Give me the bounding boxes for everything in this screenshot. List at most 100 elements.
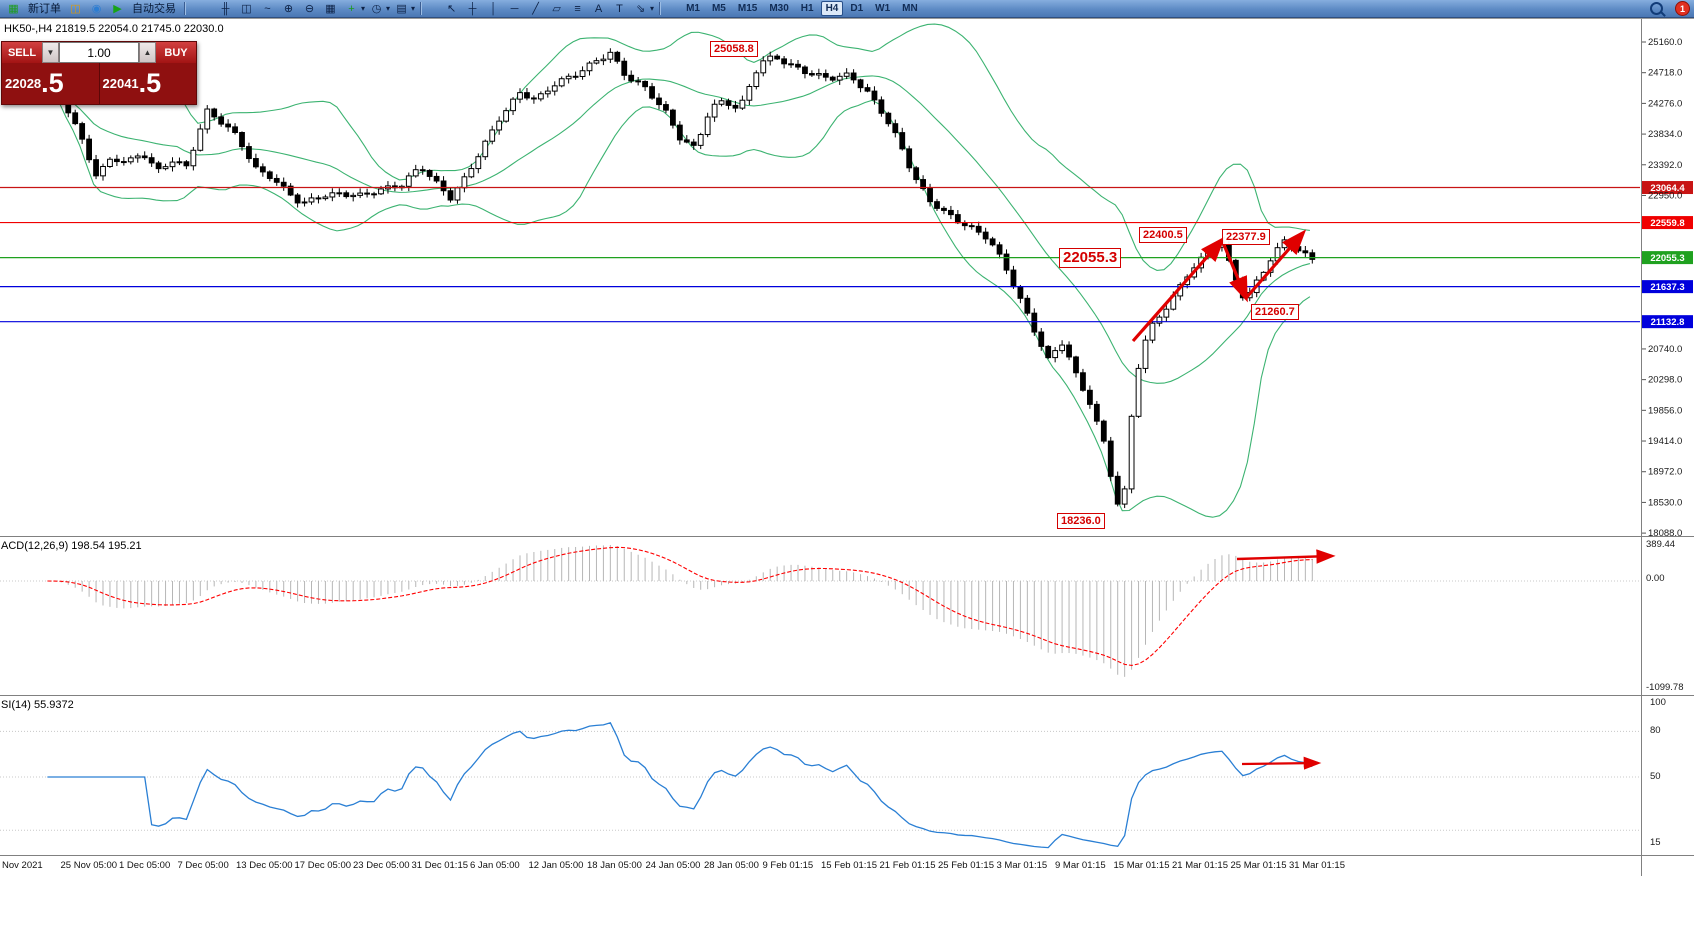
- fibonacci-icon[interactable]: ≡: [574, 2, 581, 15]
- sell-button[interactable]: SELL: [2, 42, 42, 63]
- price-level-badge: [1642, 251, 1693, 265]
- svg-text:23 Dec 05:00: 23 Dec 05:00: [353, 860, 410, 871]
- new-order-icon[interactable]: ▦: [8, 2, 19, 15]
- templates-icon-caret[interactable]: ▾: [411, 4, 416, 13]
- price-level-badge: [1642, 181, 1693, 195]
- market-watch-icon[interactable]: ◫: [70, 2, 81, 15]
- upper-band: [44, 23, 1310, 271]
- toolbar-group-draw: ↖ ┼ │ ─ ╱ ▱ ≡ A T ⇘ ▾: [442, 1, 654, 17]
- svg-text:15: 15: [1650, 837, 1661, 848]
- timeframe-m5[interactable]: M5: [711, 3, 726, 14]
- zoom-out-icon[interactable]: ⊖: [304, 2, 315, 15]
- price-annotation: 22400.5: [1139, 227, 1187, 243]
- price-level-badge: [1642, 280, 1693, 294]
- rsi-indicator-label: SI(14) 55.9372: [1, 699, 74, 711]
- svg-text:25 Nov 05:00: 25 Nov 05:00: [61, 860, 118, 871]
- sell-price-pips: .5: [41, 68, 64, 98]
- navigator-icon[interactable]: ◉: [91, 2, 102, 15]
- trend-arrow[interactable]: [1244, 229, 1307, 300]
- buy-button[interactable]: BUY: [156, 42, 196, 63]
- svg-text:18088.0: 18088.0: [1648, 528, 1682, 539]
- svg-text:9 Feb 01:15: 9 Feb 01:15: [763, 860, 814, 871]
- svg-text:21 Mar 01:15: 21 Mar 01:15: [1172, 860, 1228, 871]
- zoom-in-icon[interactable]: ⊕: [283, 2, 294, 15]
- timeframe-m30[interactable]: M30: [769, 3, 789, 14]
- periods-icon-caret[interactable]: ▾: [386, 4, 391, 13]
- arrows-icon[interactable]: ⇘: [635, 2, 646, 15]
- buy-price[interactable]: 22041.5: [100, 63, 197, 104]
- horizontal-line-icon[interactable]: ─: [510, 2, 519, 15]
- auto-trading-icon[interactable]: ▶: [113, 2, 122, 15]
- timeframe-m15[interactable]: M15: [737, 3, 758, 14]
- new-order-label[interactable]: 新订单: [28, 2, 61, 15]
- svg-text:25 Mar 01:15: 25 Mar 01:15: [1231, 860, 1287, 871]
- vertical-line-icon[interactable]: │: [490, 2, 497, 15]
- svg-text:24 Jan 05:00: 24 Jan 05:00: [646, 860, 701, 871]
- svg-text:100: 100: [1650, 697, 1666, 708]
- timeframe-m1[interactable]: M1: [686, 3, 700, 14]
- price-level-badge: [1642, 315, 1693, 329]
- auto-trading-label[interactable]: 自动交易: [132, 2, 176, 15]
- svg-text:20298.0: 20298.0: [1648, 375, 1682, 386]
- svg-text:31 Dec 01:15: 31 Dec 01:15: [412, 860, 469, 871]
- add-indicator-icon-caret[interactable]: ▾: [361, 4, 366, 13]
- label-icon[interactable]: T: [616, 2, 623, 15]
- svg-text:17 Dec 05:00: 17 Dec 05:00: [295, 860, 352, 871]
- price-annotation: 21260.7: [1251, 304, 1299, 320]
- bollinger-bands: [44, 23, 1311, 518]
- text-icon[interactable]: A: [594, 2, 603, 15]
- timeframe-d1[interactable]: D1: [850, 3, 864, 14]
- volume-input[interactable]: [59, 42, 139, 63]
- timeframe-w1[interactable]: W1: [875, 3, 891, 14]
- trend-arrow[interactable]: [1220, 239, 1248, 303]
- search-icon[interactable]: [1650, 2, 1663, 15]
- macd-arrow[interactable]: [1236, 549, 1336, 564]
- trend-arrow[interactable]: [1131, 236, 1226, 343]
- periods-icon[interactable]: ◷: [371, 2, 382, 15]
- timeframe-h1[interactable]: H1: [800, 3, 814, 14]
- volume-increase-button[interactable]: ▲: [139, 42, 156, 63]
- price-annotation: 22055.3: [1059, 248, 1122, 268]
- svg-text:15 Mar 01:15: 15 Mar 01:15: [1114, 860, 1170, 871]
- middle-band: [44, 75, 1311, 384]
- svg-text:22055.3: 22055.3: [1650, 253, 1684, 264]
- svg-text:25160.0: 25160.0: [1648, 37, 1682, 48]
- svg-text:20740.0: 20740.0: [1648, 344, 1682, 355]
- trade-panel-divider: [98, 63, 100, 104]
- svg-text:50: 50: [1650, 771, 1661, 782]
- svg-text:22559.8: 22559.8: [1650, 218, 1684, 229]
- channel-icon[interactable]: ▱: [552, 2, 561, 15]
- sell-price-main: 22028: [5, 76, 42, 91]
- svg-text:21637.3: 21637.3: [1650, 282, 1684, 293]
- sell-price[interactable]: 22028.5: [2, 63, 99, 104]
- svg-text:13 Dec 05:00: 13 Dec 05:00: [236, 860, 293, 871]
- templates-icon[interactable]: ▤: [396, 2, 407, 15]
- add-indicator-icon[interactable]: +: [348, 2, 355, 15]
- line-chart-icon[interactable]: ~: [264, 2, 271, 15]
- rsi-arrow[interactable]: [1241, 756, 1322, 770]
- ohlc-bars-icon[interactable]: ╫: [221, 2, 230, 15]
- svg-text:21 Feb 01:15: 21 Feb 01:15: [880, 860, 936, 871]
- arrows-icon-caret[interactable]: ▾: [650, 4, 655, 13]
- svg-text:23064.4: 23064.4: [1650, 183, 1685, 194]
- notification-badge[interactable]: 1: [1675, 1, 1690, 16]
- crosshair-icon[interactable]: ┼: [468, 2, 477, 15]
- candlestick-chart-icon[interactable]: ◫: [241, 2, 252, 15]
- timeframe-mn[interactable]: MN: [902, 3, 918, 14]
- cursor-icon[interactable]: ↖: [446, 2, 457, 15]
- svg-text:18530.0: 18530.0: [1648, 497, 1682, 508]
- svg-text:23834.0: 23834.0: [1648, 129, 1682, 140]
- svg-text:7 Dec 05:00: 7 Dec 05:00: [178, 860, 229, 871]
- tile-windows-icon[interactable]: ▦: [325, 2, 336, 15]
- svg-text:31 Mar 01:15: 31 Mar 01:15: [1289, 860, 1345, 871]
- trendline-icon[interactable]: ╱: [532, 2, 539, 15]
- svg-text:9 Mar 01:15: 9 Mar 01:15: [1055, 860, 1106, 871]
- horizontal-level-lines: 23064.4 22559.8 22055.3 21637.3 21132.8: [0, 181, 1693, 329]
- price-level-badge: [1642, 216, 1693, 230]
- volume-decrease-button[interactable]: ▼: [42, 42, 59, 63]
- svg-text:18 Jan 05:00: 18 Jan 05:00: [587, 860, 642, 871]
- timeframe-h4[interactable]: H4: [820, 1, 844, 16]
- price-annotation: 22377.9: [1222, 229, 1270, 245]
- svg-text:6 Jan 05:00: 6 Jan 05:00: [470, 860, 520, 871]
